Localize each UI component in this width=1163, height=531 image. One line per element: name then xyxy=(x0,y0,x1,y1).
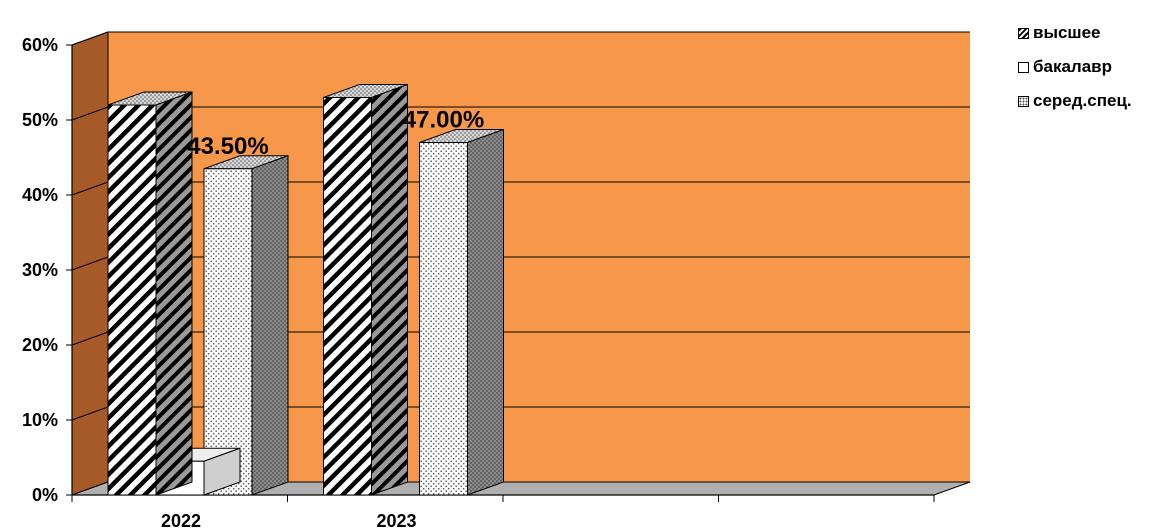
bar-vysshee xyxy=(107,91,193,496)
bar-sered-spec xyxy=(203,155,289,496)
y-tick-label: 0% xyxy=(32,485,58,505)
y-tick-label: 50% xyxy=(22,110,58,130)
legend-label: серед.спец. xyxy=(1033,91,1132,110)
gridline-side xyxy=(71,106,109,121)
bar-vysshee-side xyxy=(371,83,408,496)
gridline-side xyxy=(71,181,109,196)
bar-sered-spec-side xyxy=(251,155,289,496)
dotted-swatch-icon xyxy=(1018,95,1029,107)
y-tick-label: 20% xyxy=(22,335,58,355)
bar-vysshee-front xyxy=(107,104,157,496)
bar-vysshee-front xyxy=(323,97,372,496)
diagonal-swatch-icon xyxy=(1018,27,1029,39)
gridline-side xyxy=(71,31,109,46)
legend-item-sered-spec: серед.спец. xyxy=(1018,90,1132,112)
legend-label: бакалавр xyxy=(1033,57,1113,76)
legend-item-vysshee: высшее xyxy=(1018,22,1101,44)
bar-sered-spec-front xyxy=(203,168,253,496)
legend-item-bakalavr: бакалавр xyxy=(1018,56,1112,78)
bar-vysshee xyxy=(323,83,408,496)
bar-sered-spec-side xyxy=(467,128,504,496)
x-tick-label: 2022 xyxy=(161,511,201,531)
data-label: 47.00% xyxy=(403,107,484,134)
y-tick-label: 30% xyxy=(22,260,58,280)
gridline-side xyxy=(71,331,109,346)
y-tick-label: 40% xyxy=(22,185,58,205)
legend-label: высшее xyxy=(1033,23,1101,42)
data-label: 43.50% xyxy=(187,133,268,160)
bar-sered-spec xyxy=(419,128,504,496)
gridline-side xyxy=(71,256,109,271)
gridline-side xyxy=(71,406,109,421)
bar-sered-spec-front xyxy=(419,142,468,496)
y-tick-label: 60% xyxy=(22,35,58,55)
y-tick-label: 10% xyxy=(22,410,58,430)
legend: высшее бакалавр серед.спец. xyxy=(1010,12,1160,152)
white-swatch-icon xyxy=(1018,61,1029,73)
x-tick-label: 2023 xyxy=(376,511,416,531)
